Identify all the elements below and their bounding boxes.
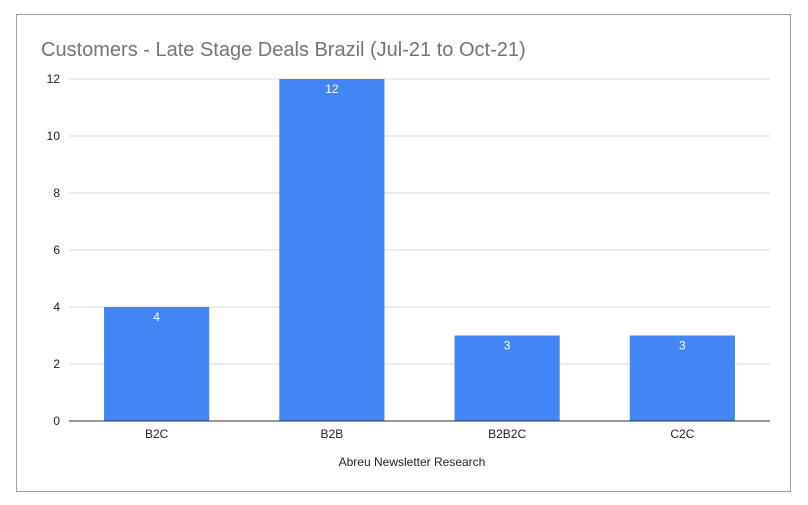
bar-data-labels: 4 12 3 3 [153, 82, 686, 353]
x-tick-label: B2C [145, 427, 169, 441]
bar-b2b [279, 79, 385, 421]
y-tick-label: 2 [53, 357, 60, 371]
bar-b2c [104, 307, 210, 421]
data-label-b2c: 4 [153, 310, 160, 324]
y-tick-label: 12 [47, 72, 61, 86]
bar-c2c [629, 335, 735, 421]
data-label-b2b: 12 [325, 82, 339, 96]
y-tick-label: 10 [47, 129, 61, 143]
y-tick-label: 0 [53, 414, 60, 428]
x-tick-label: B2B2C [488, 427, 526, 441]
y-tick-label: 6 [53, 243, 60, 257]
data-label-c2c: 3 [679, 339, 686, 353]
bar-b2b2c [454, 335, 560, 421]
x-tick-label: B2B [321, 427, 344, 441]
data-label-b2b2c: 3 [504, 339, 511, 353]
x-tick-label: C2C [670, 427, 694, 441]
x-axis-ticks: B2C B2B B2B2C C2C [145, 427, 695, 441]
y-axis-ticks: 0 2 4 6 8 10 12 [47, 72, 61, 428]
chart-title: Customers - Late Stage Deals Brazil (Jul… [41, 39, 526, 61]
bars [104, 79, 735, 421]
y-tick-label: 4 [53, 300, 60, 314]
y-tick-label: 8 [53, 186, 60, 200]
x-axis-title: Abreu Newsletter Research [339, 455, 486, 469]
